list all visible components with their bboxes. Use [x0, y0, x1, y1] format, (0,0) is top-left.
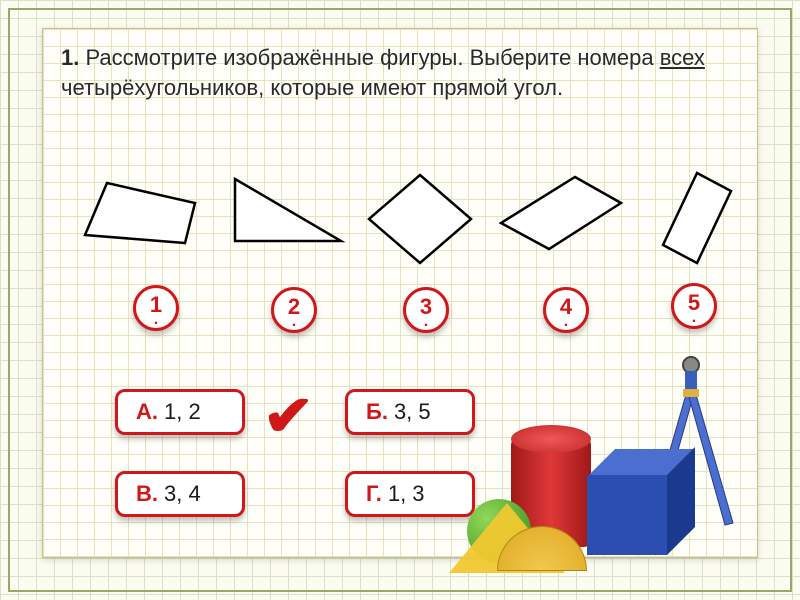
- question-part2: четырёхугольников, которые имеют прямой …: [61, 75, 563, 100]
- badge-1: 1 .: [133, 285, 179, 331]
- answer-g-value: 1, 3: [388, 481, 425, 507]
- shape-4: [493, 169, 633, 279]
- shape-2: [221, 169, 361, 279]
- shape-3-svg: [355, 169, 495, 269]
- answer-b-value: 3, 5: [394, 399, 431, 425]
- badge-4: 4 .: [543, 287, 589, 333]
- badge-2-dot: .: [274, 314, 314, 330]
- answer-a-button[interactable]: А. 1, 2: [115, 389, 245, 435]
- badge-4-dot: .: [546, 314, 586, 330]
- question-part1: Рассмотрите изображённые фигуры. Выберит…: [79, 45, 659, 70]
- question-underline: всех: [660, 45, 705, 70]
- badge-2: 2 .: [271, 287, 317, 333]
- answer-b-button[interactable]: Б. 3, 5: [345, 389, 475, 435]
- shape-1-svg: [77, 169, 217, 269]
- shape-4-svg: [493, 169, 633, 269]
- question-number: 1.: [61, 45, 79, 70]
- answer-v-button[interactable]: В. 3, 4: [115, 471, 245, 517]
- shape-5-svg: [631, 169, 771, 269]
- answer-v-letter: В.: [136, 481, 158, 507]
- question-text: 1. Рассмотрите изображённые фигуры. Выбе…: [61, 43, 739, 102]
- answer-g-letter: Г.: [366, 481, 382, 507]
- badge-3: 3 .: [403, 287, 449, 333]
- badge-1-dot: .: [136, 312, 176, 328]
- answer-a-value: 1, 2: [164, 399, 201, 425]
- content-panel: 1. Рассмотрите изображённые фигуры. Выбе…: [42, 28, 758, 558]
- cube-icon: [587, 455, 697, 555]
- shape-3: [355, 169, 495, 279]
- shape-1: [77, 169, 217, 279]
- shapes-row: [43, 169, 757, 289]
- checkmark-icon: ✔: [263, 383, 315, 449]
- badge-5-dot: .: [674, 310, 714, 326]
- shape-5: [631, 169, 771, 279]
- decorative-solids: [467, 347, 757, 567]
- shape-2-svg: [221, 169, 361, 269]
- answer-b-letter: Б.: [366, 399, 388, 425]
- answer-v-value: 3, 4: [164, 481, 201, 507]
- badge-3-dot: .: [406, 314, 446, 330]
- badge-5: 5 .: [671, 283, 717, 329]
- answer-a-letter: А.: [136, 399, 158, 425]
